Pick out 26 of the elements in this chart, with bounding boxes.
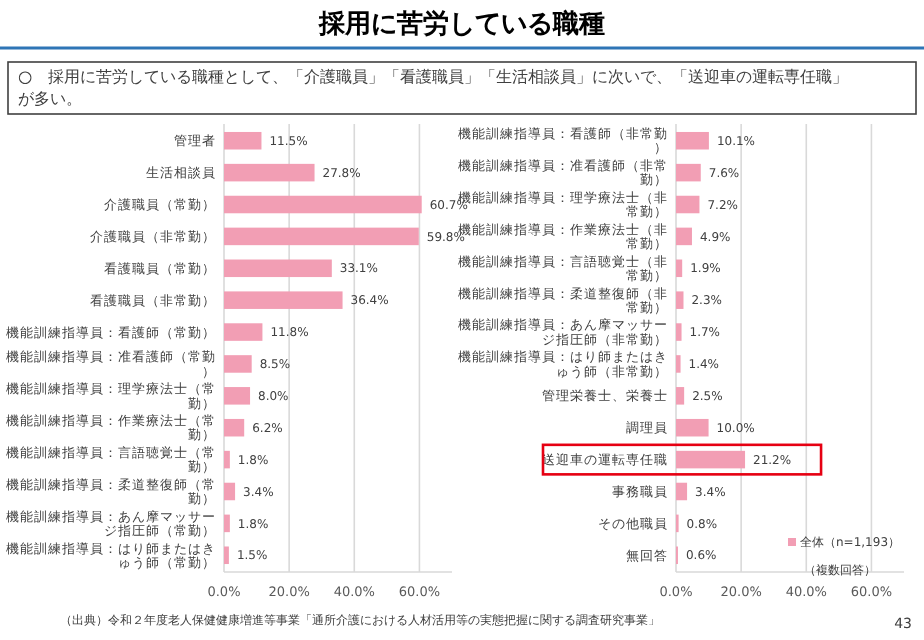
bar — [676, 291, 684, 309]
bar — [676, 387, 685, 405]
bar — [676, 227, 692, 246]
bar — [224, 355, 252, 373]
bar — [224, 291, 343, 309]
bar — [224, 418, 245, 437]
bar — [224, 450, 230, 469]
bar — [676, 131, 709, 150]
bar — [224, 259, 332, 278]
bar — [224, 482, 236, 501]
bar — [224, 387, 251, 405]
chart-title: 採用に苦労している職種 — [317, 8, 605, 40]
bar — [676, 323, 682, 341]
bar — [224, 227, 419, 246]
bar — [224, 514, 230, 533]
bar — [224, 323, 263, 341]
bar — [676, 195, 700, 214]
bar — [224, 163, 315, 182]
bar — [676, 259, 683, 278]
bar — [224, 131, 262, 150]
chart-subtitle: ○ 採用に苦労している職種として、「介護職員」「看護職員」「生活相談員」に次いで、「送迎車の運転専任職」が多い。 — [18, 66, 849, 108]
bar — [676, 482, 688, 501]
bar — [676, 418, 709, 437]
bar — [676, 450, 746, 469]
bar — [224, 195, 422, 214]
bar — [676, 163, 701, 182]
